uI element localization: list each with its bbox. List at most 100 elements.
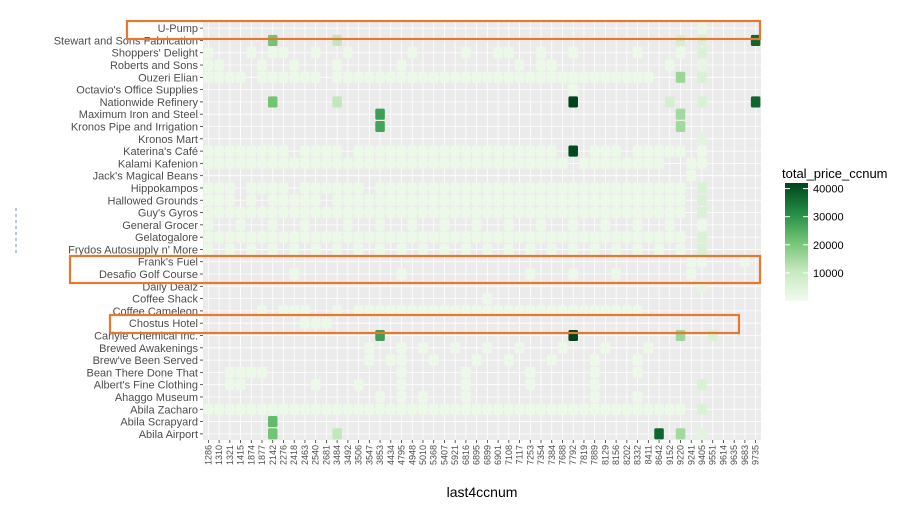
heatmap-cell xyxy=(493,305,503,317)
heatmap-cell xyxy=(428,71,439,83)
x-axis-title: last4ccnum xyxy=(447,484,518,500)
y-tick-label: Nationwide Refinery xyxy=(100,97,199,109)
heatmap-cell xyxy=(536,305,546,317)
heatmap-cell xyxy=(600,219,611,231)
heatmap-cell xyxy=(654,231,664,243)
heatmap-cell xyxy=(353,194,364,206)
heatmap-cell xyxy=(386,145,396,157)
heatmap-cell xyxy=(632,219,643,231)
heatmap-cell xyxy=(235,231,246,243)
heatmap-cell xyxy=(289,268,299,280)
x-tick-label: 7819 xyxy=(579,445,589,465)
heatmap-cell xyxy=(386,182,396,194)
y-tick-label: Bean There Done That xyxy=(86,367,198,379)
heatmap-cell xyxy=(396,231,407,243)
heatmap-cell xyxy=(396,243,407,255)
heatmap-cell xyxy=(675,182,686,194)
x-tick-label: 1321 xyxy=(225,445,235,465)
x-tick-label: 1874 xyxy=(246,445,256,465)
heatmap-cell xyxy=(407,219,418,231)
heatmap-cell xyxy=(332,59,342,71)
heatmap-cell xyxy=(203,194,214,206)
heatmap-cell xyxy=(514,305,525,317)
heatmap-cell xyxy=(632,71,643,83)
heatmap-cell xyxy=(428,231,439,243)
heatmap-cell xyxy=(504,243,514,255)
heatmap-cell xyxy=(514,59,525,71)
x-tick-label: 4795 xyxy=(397,445,407,465)
heatmap-cell xyxy=(310,145,321,157)
heatmap-cell xyxy=(654,403,664,415)
heatmap-cell xyxy=(353,71,364,83)
heatmap-cell xyxy=(514,342,525,354)
x-tick-label: 5368 xyxy=(429,445,439,465)
heatmap-cell xyxy=(461,379,471,391)
heatmap-cell xyxy=(514,71,525,83)
heatmap-cell xyxy=(332,34,342,46)
heatmap-cell xyxy=(493,207,503,219)
x-tick-label: 2540 xyxy=(311,445,321,465)
heatmap-cell xyxy=(418,403,428,415)
heatmap-cell xyxy=(697,22,707,34)
heatmap-cell xyxy=(514,403,525,415)
heatmap-cell xyxy=(246,182,257,194)
heatmap-cell xyxy=(632,194,643,206)
heatmap-cell xyxy=(546,403,557,415)
heatmap-cell xyxy=(375,219,385,231)
heatmap-cell xyxy=(375,194,385,206)
heatmap-cell xyxy=(589,194,600,206)
heatmap-cell xyxy=(611,207,621,219)
heatmap-cell xyxy=(235,366,246,378)
heatmap-cell xyxy=(546,231,557,243)
heatmap-cell xyxy=(364,71,375,83)
heatmap-cell xyxy=(622,194,632,206)
heatmap-cell xyxy=(214,71,224,83)
x-tick-label: 8411 xyxy=(643,445,653,464)
heatmap-cell xyxy=(418,391,428,403)
heatmap-cell xyxy=(654,157,664,169)
heatmap-cell xyxy=(343,47,353,59)
heatmap-cell xyxy=(235,71,246,83)
heatmap-cell xyxy=(589,305,600,317)
heatmap-cell xyxy=(289,194,299,206)
heatmap-cell xyxy=(600,182,611,194)
heatmap-cell xyxy=(504,207,514,219)
heatmap-cell xyxy=(536,59,546,71)
heatmap-cell xyxy=(343,403,353,415)
x-tick-label: 5010 xyxy=(418,445,428,465)
heatmap-cell xyxy=(471,157,482,169)
heatmap-cell xyxy=(267,47,278,59)
heatmap-cell xyxy=(665,59,675,71)
heatmap-cell xyxy=(278,157,289,169)
heatmap-cell xyxy=(579,305,589,317)
heatmap-cell xyxy=(697,256,707,268)
y-tick-label: Katerina's Café xyxy=(123,146,198,158)
heatmap-cell xyxy=(493,145,503,157)
heatmap-cell xyxy=(246,207,257,219)
heatmap-cell xyxy=(246,243,257,255)
heatmap-cell xyxy=(343,207,353,219)
heatmap-cell xyxy=(225,71,235,83)
heatmap-cell xyxy=(407,47,418,59)
heatmap-cell xyxy=(697,182,707,194)
heatmap-cell xyxy=(396,391,407,403)
heatmap-cell xyxy=(214,207,224,219)
x-tick-label: 6895 xyxy=(472,445,482,465)
heatmap-cell xyxy=(450,207,460,219)
heatmap-cell xyxy=(278,231,289,243)
heatmap-cell xyxy=(589,231,600,243)
x-tick-label: 3492 xyxy=(343,445,353,465)
heatmap-cell xyxy=(697,403,707,415)
heatmap-cell xyxy=(321,317,332,329)
heatmap-cell xyxy=(546,59,557,71)
x-tick-label: 3506 xyxy=(354,445,364,465)
heatmap-cell xyxy=(568,194,578,206)
heatmap-cell xyxy=(697,428,707,440)
heatmap-cell xyxy=(514,194,525,206)
heatmap-cell xyxy=(504,403,514,415)
heatmap-cell xyxy=(439,145,450,157)
heatmap-cell xyxy=(235,207,246,219)
x-tick-label: 9152 xyxy=(665,445,675,465)
legend: total_price_ccnum 10000 20000 30000 40000 xyxy=(782,166,888,301)
y-tick-label: Shoppers' Delight xyxy=(112,48,199,60)
